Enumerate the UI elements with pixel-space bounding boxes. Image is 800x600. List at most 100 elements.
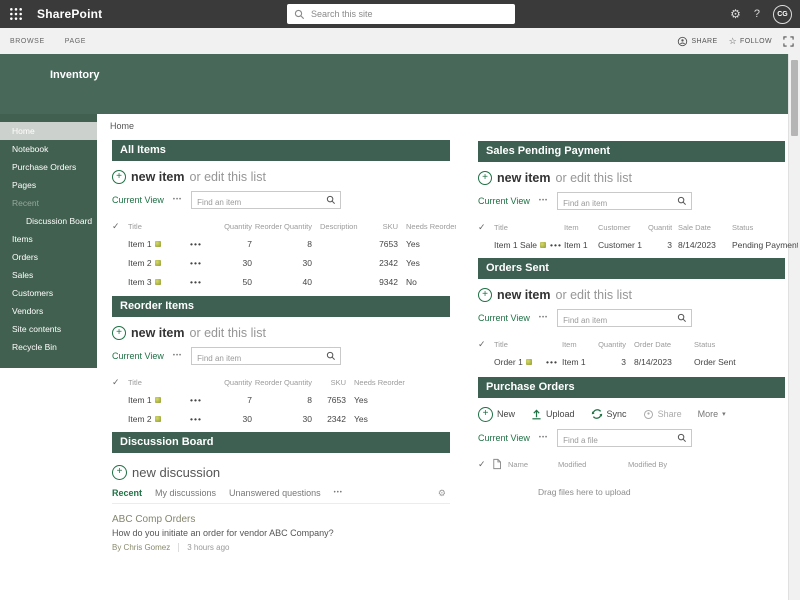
new-item-link[interactable]: new item	[497, 171, 551, 185]
table-row[interactable]: Item 1 ••• 7 8 7653 Yes	[112, 390, 450, 409]
current-view-link[interactable]: Current View	[478, 196, 530, 206]
plus-icon[interactable]: +	[112, 326, 126, 340]
plus-icon[interactable]: +	[112, 170, 126, 184]
col-needs-reorder[interactable]: Needs Reorder	[354, 377, 405, 387]
select-all-checkmark[interactable]: ✓	[112, 376, 120, 387]
post-author-link[interactable]: By Chris Gomez	[112, 543, 171, 552]
sidebar-item-site-contents[interactable]: Site contents	[12, 324, 62, 334]
sidebar-item-sales[interactable]: Sales	[12, 270, 34, 280]
table-row[interactable]: Item 2 ••• 30 30 2342 Yes	[112, 409, 450, 428]
sidebar-item-vendors[interactable]: Vendors	[12, 306, 44, 316]
col-status[interactable]: Status	[732, 222, 754, 232]
row-ellipsis[interactable]: •••	[190, 276, 202, 287]
tab-page[interactable]: PAGE	[64, 37, 87, 45]
select-all-checkmark[interactable]: ✓	[478, 338, 486, 349]
col-title[interactable]: Title	[128, 377, 142, 387]
follow-button[interactable]: ☆ FOLLOW	[729, 36, 772, 46]
find-item-input[interactable]	[192, 350, 341, 367]
col-description[interactable]: Description	[320, 221, 358, 231]
col-reorder-quantity[interactable]: Reorder Quantity	[254, 377, 312, 387]
view-ellipsis[interactable]: •••	[172, 197, 183, 203]
page-scrollbar[interactable]	[788, 54, 800, 600]
new-item-link[interactable]: new item	[131, 170, 185, 184]
webpart-title[interactable]: Purchase Orders	[478, 377, 785, 398]
edit-list-link[interactable]: or edit this list	[555, 171, 632, 185]
new-document-button[interactable]: + New	[478, 406, 515, 422]
item-title-link[interactable]: Item 1	[128, 238, 152, 249]
table-row[interactable]: Item 1 ••• 7 8 7653 Yes	[112, 234, 450, 253]
item-title-link[interactable]: Item 2	[128, 257, 152, 268]
focus-on-content-icon[interactable]	[783, 35, 794, 47]
find-item-input[interactable]	[192, 194, 341, 211]
webpart-title[interactable]: Discussion Board	[112, 432, 450, 453]
tab-recent[interactable]: Recent	[112, 488, 143, 498]
tabs-ellipsis[interactable]: •••	[333, 490, 343, 496]
col-quantity[interactable]: Quantity	[648, 222, 672, 232]
plus-icon[interactable]: +	[112, 464, 127, 480]
search-icon[interactable]	[677, 196, 687, 206]
col-order-date[interactable]: Order Date	[634, 339, 672, 349]
col-name[interactable]: Name	[508, 459, 529, 469]
current-view-link[interactable]: Current View	[478, 433, 530, 443]
find-item-box[interactable]	[557, 192, 693, 212]
find-item-input[interactable]	[558, 312, 692, 329]
sidebar-item-purchase-orders[interactable]: Purchase Orders	[12, 162, 77, 172]
item-title-link[interactable]: Item 2	[128, 413, 152, 424]
row-ellipsis[interactable]: •••	[546, 356, 558, 367]
edit-list-link[interactable]: or edit this list	[189, 170, 266, 184]
col-modified-by[interactable]: Modified By	[628, 459, 668, 469]
col-item[interactable]: Item	[564, 222, 579, 232]
plus-icon[interactable]: +	[478, 171, 492, 185]
upload-button[interactable]: Upload	[531, 409, 575, 420]
search-icon[interactable]	[326, 351, 336, 361]
current-view-link[interactable]: Current View	[112, 195, 164, 205]
col-needs-reorder[interactable]: Needs Reorder	[406, 221, 456, 231]
search-icon[interactable]	[677, 433, 687, 443]
find-file-input[interactable]	[558, 432, 692, 449]
table-row[interactable]: Item 3 ••• 50 40 9342 No	[112, 272, 450, 291]
tab-browse[interactable]: BROWSE	[10, 37, 45, 45]
search-icon[interactable]	[326, 195, 336, 205]
col-sale-date[interactable]: Sale Date	[678, 222, 711, 232]
plus-icon[interactable]: +	[478, 288, 492, 302]
item-title-link[interactable]: Item 3	[128, 276, 152, 287]
row-ellipsis[interactable]: •••	[190, 238, 202, 249]
col-status[interactable]: Status	[694, 339, 716, 349]
site-title[interactable]: Inventory	[50, 69, 100, 81]
scrollbar-thumb[interactable]	[791, 60, 798, 136]
col-sku[interactable]: SKU	[382, 221, 398, 231]
col-title[interactable]: Title	[128, 221, 142, 231]
breadcrumb[interactable]: Home	[110, 121, 135, 131]
row-ellipsis[interactable]: •••	[550, 239, 562, 250]
col-title[interactable]: Title	[494, 222, 508, 232]
site-search[interactable]	[287, 4, 515, 24]
edit-list-link[interactable]: or edit this list	[555, 288, 632, 302]
table-row[interactable]: Item 1 Sale ••• Item 1 Customer 1 3 8/14…	[478, 235, 798, 254]
row-ellipsis[interactable]: •••	[190, 394, 202, 405]
sync-button[interactable]: Sync	[591, 408, 627, 420]
view-ellipsis[interactable]: •••	[538, 198, 549, 204]
col-customer[interactable]: Customer	[598, 222, 631, 232]
sidebar-item-home[interactable]: Home	[0, 122, 97, 140]
select-all-checkmark[interactable]: ✓	[112, 220, 120, 231]
current-view-link[interactable]: Current View	[112, 351, 164, 361]
row-ellipsis[interactable]: •••	[190, 413, 202, 424]
find-item-box[interactable]	[191, 191, 342, 211]
app-launcher-icon[interactable]	[9, 7, 23, 21]
col-sku[interactable]: SKU	[330, 377, 346, 387]
sidebar-item-recycle-bin[interactable]: Recycle Bin	[12, 342, 57, 352]
col-quantity[interactable]: Quantity	[224, 377, 252, 387]
col-item[interactable]: Item	[562, 339, 577, 349]
sidebar-item-notebook[interactable]: Notebook	[12, 144, 49, 154]
view-ellipsis[interactable]: •••	[538, 315, 549, 321]
item-title-link[interactable]: Order 1	[494, 356, 523, 367]
new-item-link[interactable]: new item	[497, 288, 551, 302]
table-row[interactable]: Order 1 ••• Item 1 3 8/14/2023 Order Sen…	[478, 352, 785, 371]
edit-list-link[interactable]: or edit this list	[189, 326, 266, 340]
find-item-input[interactable]	[558, 195, 692, 212]
view-ellipsis[interactable]: •••	[538, 435, 549, 441]
current-view-link[interactable]: Current View	[478, 313, 530, 323]
sidebar-item-customers[interactable]: Customers	[12, 288, 54, 298]
col-title[interactable]: Title	[494, 339, 508, 349]
view-ellipsis[interactable]: •••	[172, 353, 183, 359]
